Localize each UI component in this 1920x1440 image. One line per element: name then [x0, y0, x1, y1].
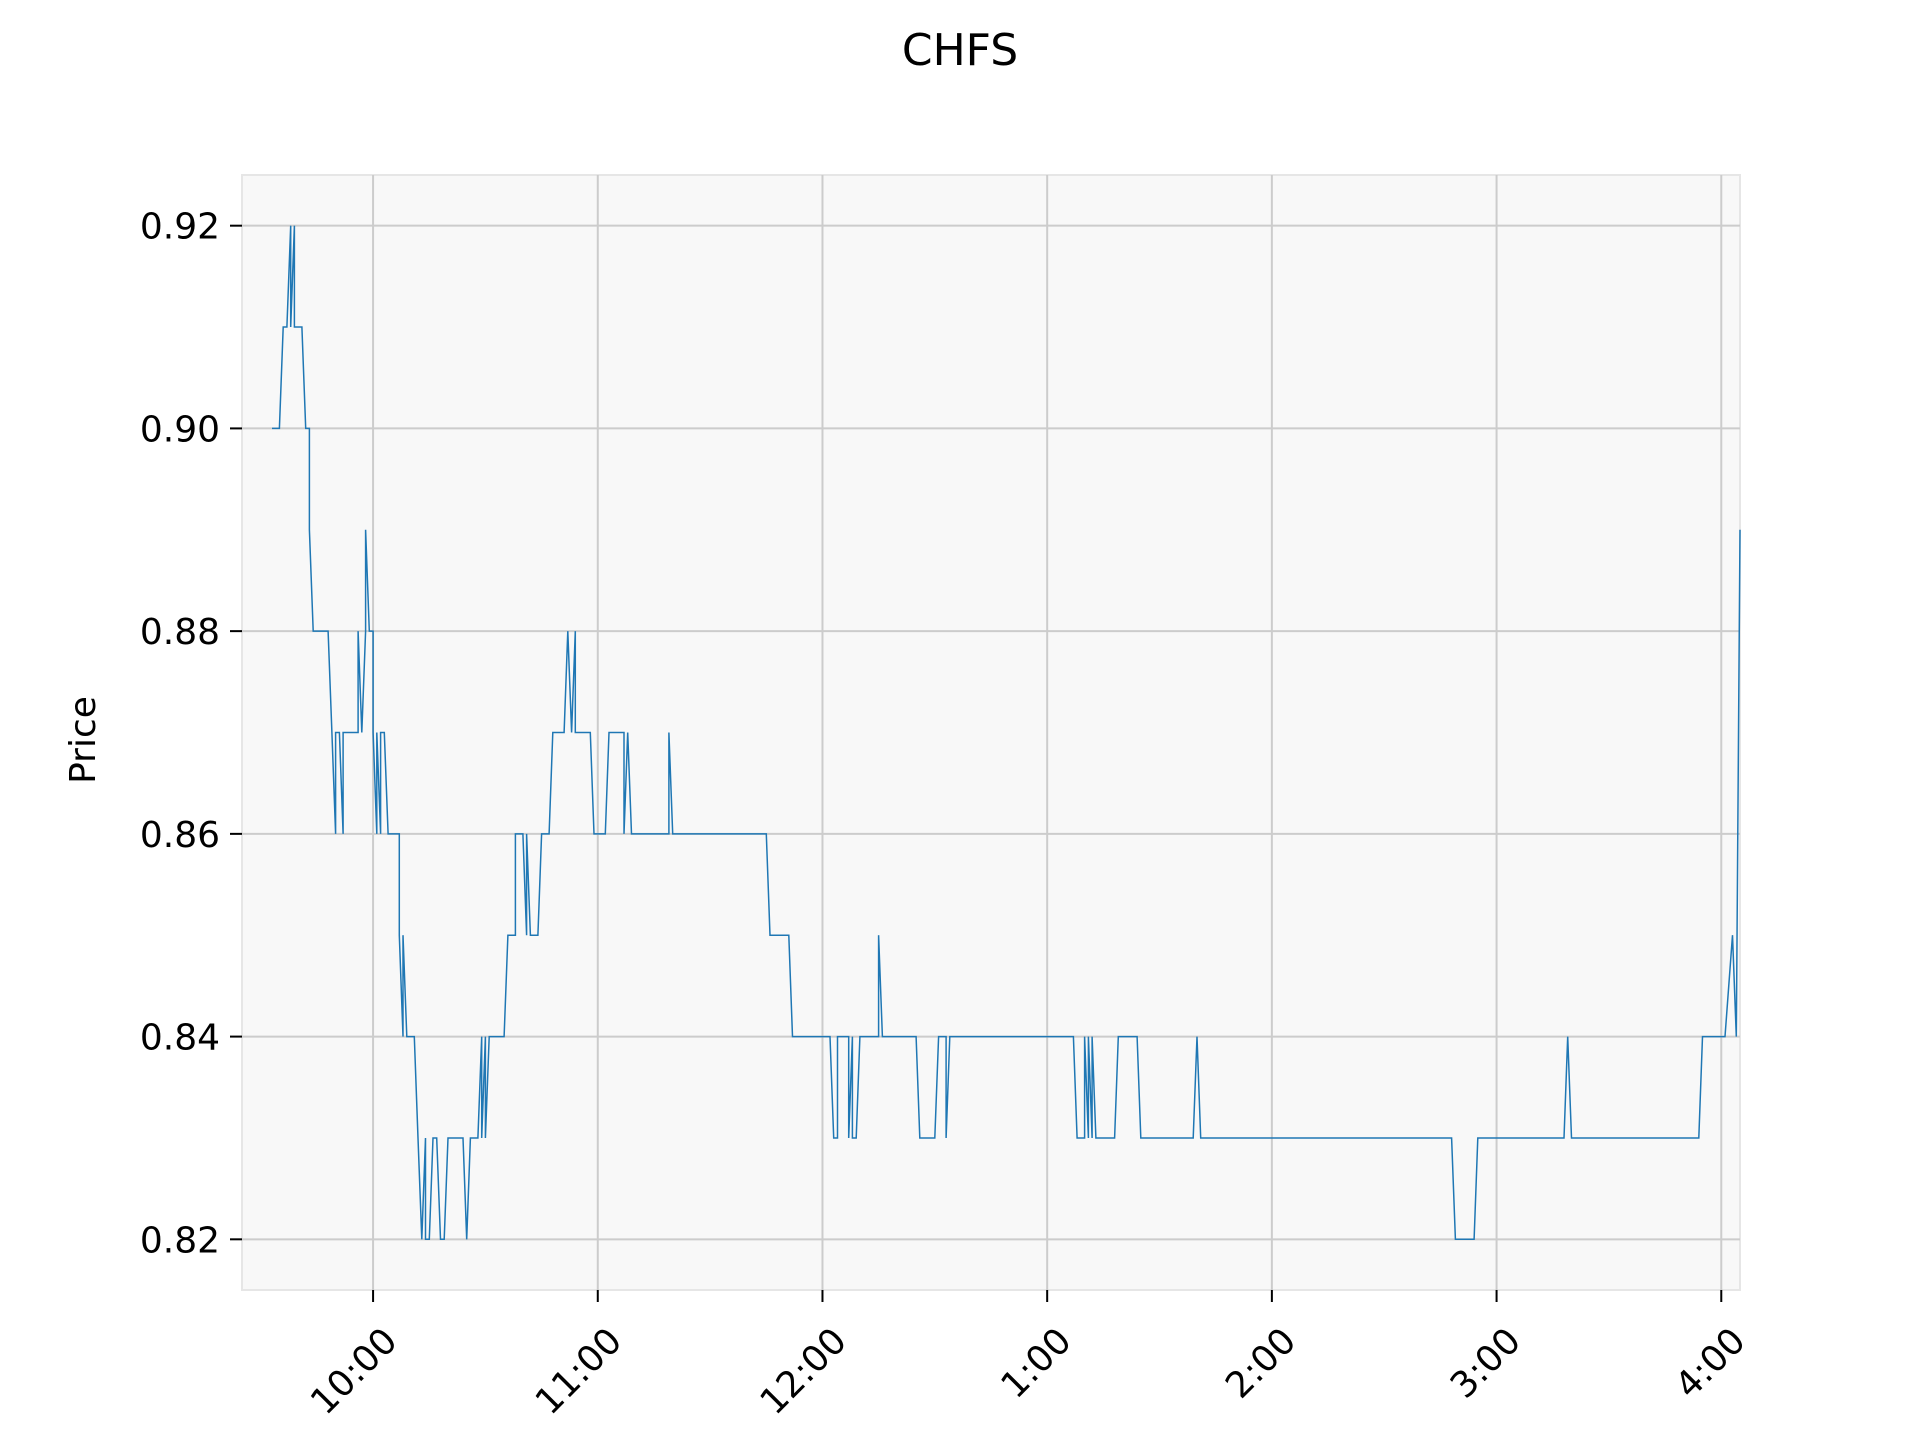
y-tick-label: 0.86 [140, 815, 220, 856]
plot-area [241, 174, 1741, 1291]
y-tick-label: 0.88 [140, 612, 220, 653]
x-tick-label: 3:00 [1443, 1320, 1529, 1406]
y-tick-label: 0.82 [140, 1220, 220, 1261]
y-axis: 0.82 0.84 0.86 0.88 0.90 0.92 [140, 207, 242, 1261]
x-tick-label: 10:00 [303, 1320, 405, 1422]
y-tick-label: 0.84 [140, 1018, 220, 1059]
y-axis-label: Price [63, 696, 104, 784]
x-tick-label: 1:00 [993, 1320, 1079, 1406]
x-tick-label: 4:00 [1668, 1320, 1754, 1406]
x-tick-label: 2:00 [1218, 1320, 1304, 1406]
series-layer [272, 225, 1741, 1241]
price-series-line [272, 225, 1741, 1241]
x-axis: 10:00 11:00 12:00 1:00 2:00 3:00 4:00 [303, 1290, 1754, 1423]
x-tick-label: 11:00 [528, 1320, 630, 1422]
y-tick-label: 0.90 [140, 409, 220, 450]
y-tick-label: 0.92 [140, 207, 220, 248]
x-tick-label: 12:00 [753, 1320, 855, 1422]
chart-title: CHFS [902, 25, 1018, 76]
